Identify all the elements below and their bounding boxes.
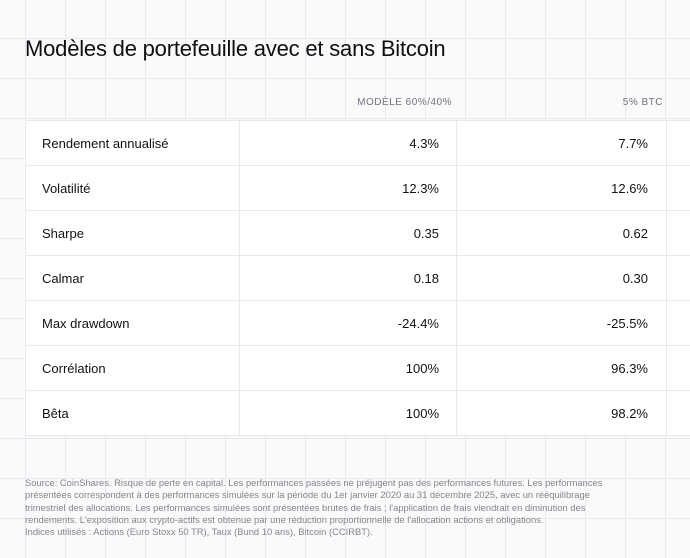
metric-label: Corrélation <box>26 346 240 390</box>
empty-trailing-cell <box>667 166 690 210</box>
empty-trailing-cell <box>667 121 690 165</box>
empty-trailing-cell <box>667 391 690 435</box>
table-row: Bêta 100% 98.2% <box>26 391 690 436</box>
metric-label: Volatilité <box>26 166 240 210</box>
table-row: Volatilité 12.3% 12.6% <box>26 166 690 211</box>
empty-trailing-cell <box>667 211 690 255</box>
footnote-line: présentées correspondent à des performan… <box>25 489 590 501</box>
page-title: Modèles de portefeuille avec et sans Bit… <box>25 36 446 61</box>
column-header-model-60-40: MODÈLE 60%/40% <box>357 97 452 108</box>
value-5-btc: 96.3% <box>457 346 667 390</box>
value-model-60-40: 4.3% <box>240 121 457 165</box>
table-row: Corrélation 100% 96.3% <box>26 346 690 391</box>
footnote-line: trimestriel des allocations. Les perform… <box>25 501 586 513</box>
column-header-5-btc: 5% BTC <box>622 97 663 108</box>
value-model-60-40: 100% <box>240 346 457 390</box>
metric-label: Bêta <box>26 391 240 435</box>
value-5-btc: 7.7% <box>457 121 667 165</box>
value-model-60-40: 100% <box>240 391 457 435</box>
value-5-btc: 0.62 <box>457 211 667 255</box>
footnote-line: rendements. L'exposition aux crypto-acti… <box>25 513 544 525</box>
empty-trailing-cell <box>667 301 690 345</box>
empty-trailing-cell <box>667 256 690 300</box>
value-5-btc: 12.6% <box>457 166 667 210</box>
value-model-60-40: 0.35 <box>240 211 457 255</box>
table-column-headers: MODÈLE 60%/40% 5% BTC <box>25 90 667 108</box>
value-model-60-40: -24.4% <box>240 301 457 345</box>
metric-label: Sharpe <box>26 211 240 255</box>
source-footnote: Source: CoinShares. Risque de perte en c… <box>25 477 685 538</box>
footnote-line: Indices utilisés : Actions (Euro Stoxx 5… <box>25 526 373 538</box>
value-5-btc: 0.30 <box>457 256 667 300</box>
metric-label: Max drawdown <box>26 301 240 345</box>
value-model-60-40: 12.3% <box>240 166 457 210</box>
table-row: Calmar 0.18 0.30 <box>26 256 690 301</box>
table-row: Sharpe 0.35 0.62 <box>26 211 690 256</box>
table-row: Max drawdown -24.4% -25.5% <box>26 301 690 346</box>
metric-label: Calmar <box>26 256 240 300</box>
value-5-btc: 98.2% <box>457 391 667 435</box>
footnote-line: Source: CoinShares. Risque de perte en c… <box>25 477 603 488</box>
table-row: Rendement annualisé 4.3% 7.7% <box>26 121 690 166</box>
metric-label: Rendement annualisé <box>26 121 240 165</box>
value-5-btc: -25.5% <box>457 301 667 345</box>
empty-trailing-cell <box>667 346 690 390</box>
portfolio-comparison-table: Rendement annualisé 4.3% 7.7% Volatilité… <box>25 120 690 436</box>
value-model-60-40: 0.18 <box>240 256 457 300</box>
